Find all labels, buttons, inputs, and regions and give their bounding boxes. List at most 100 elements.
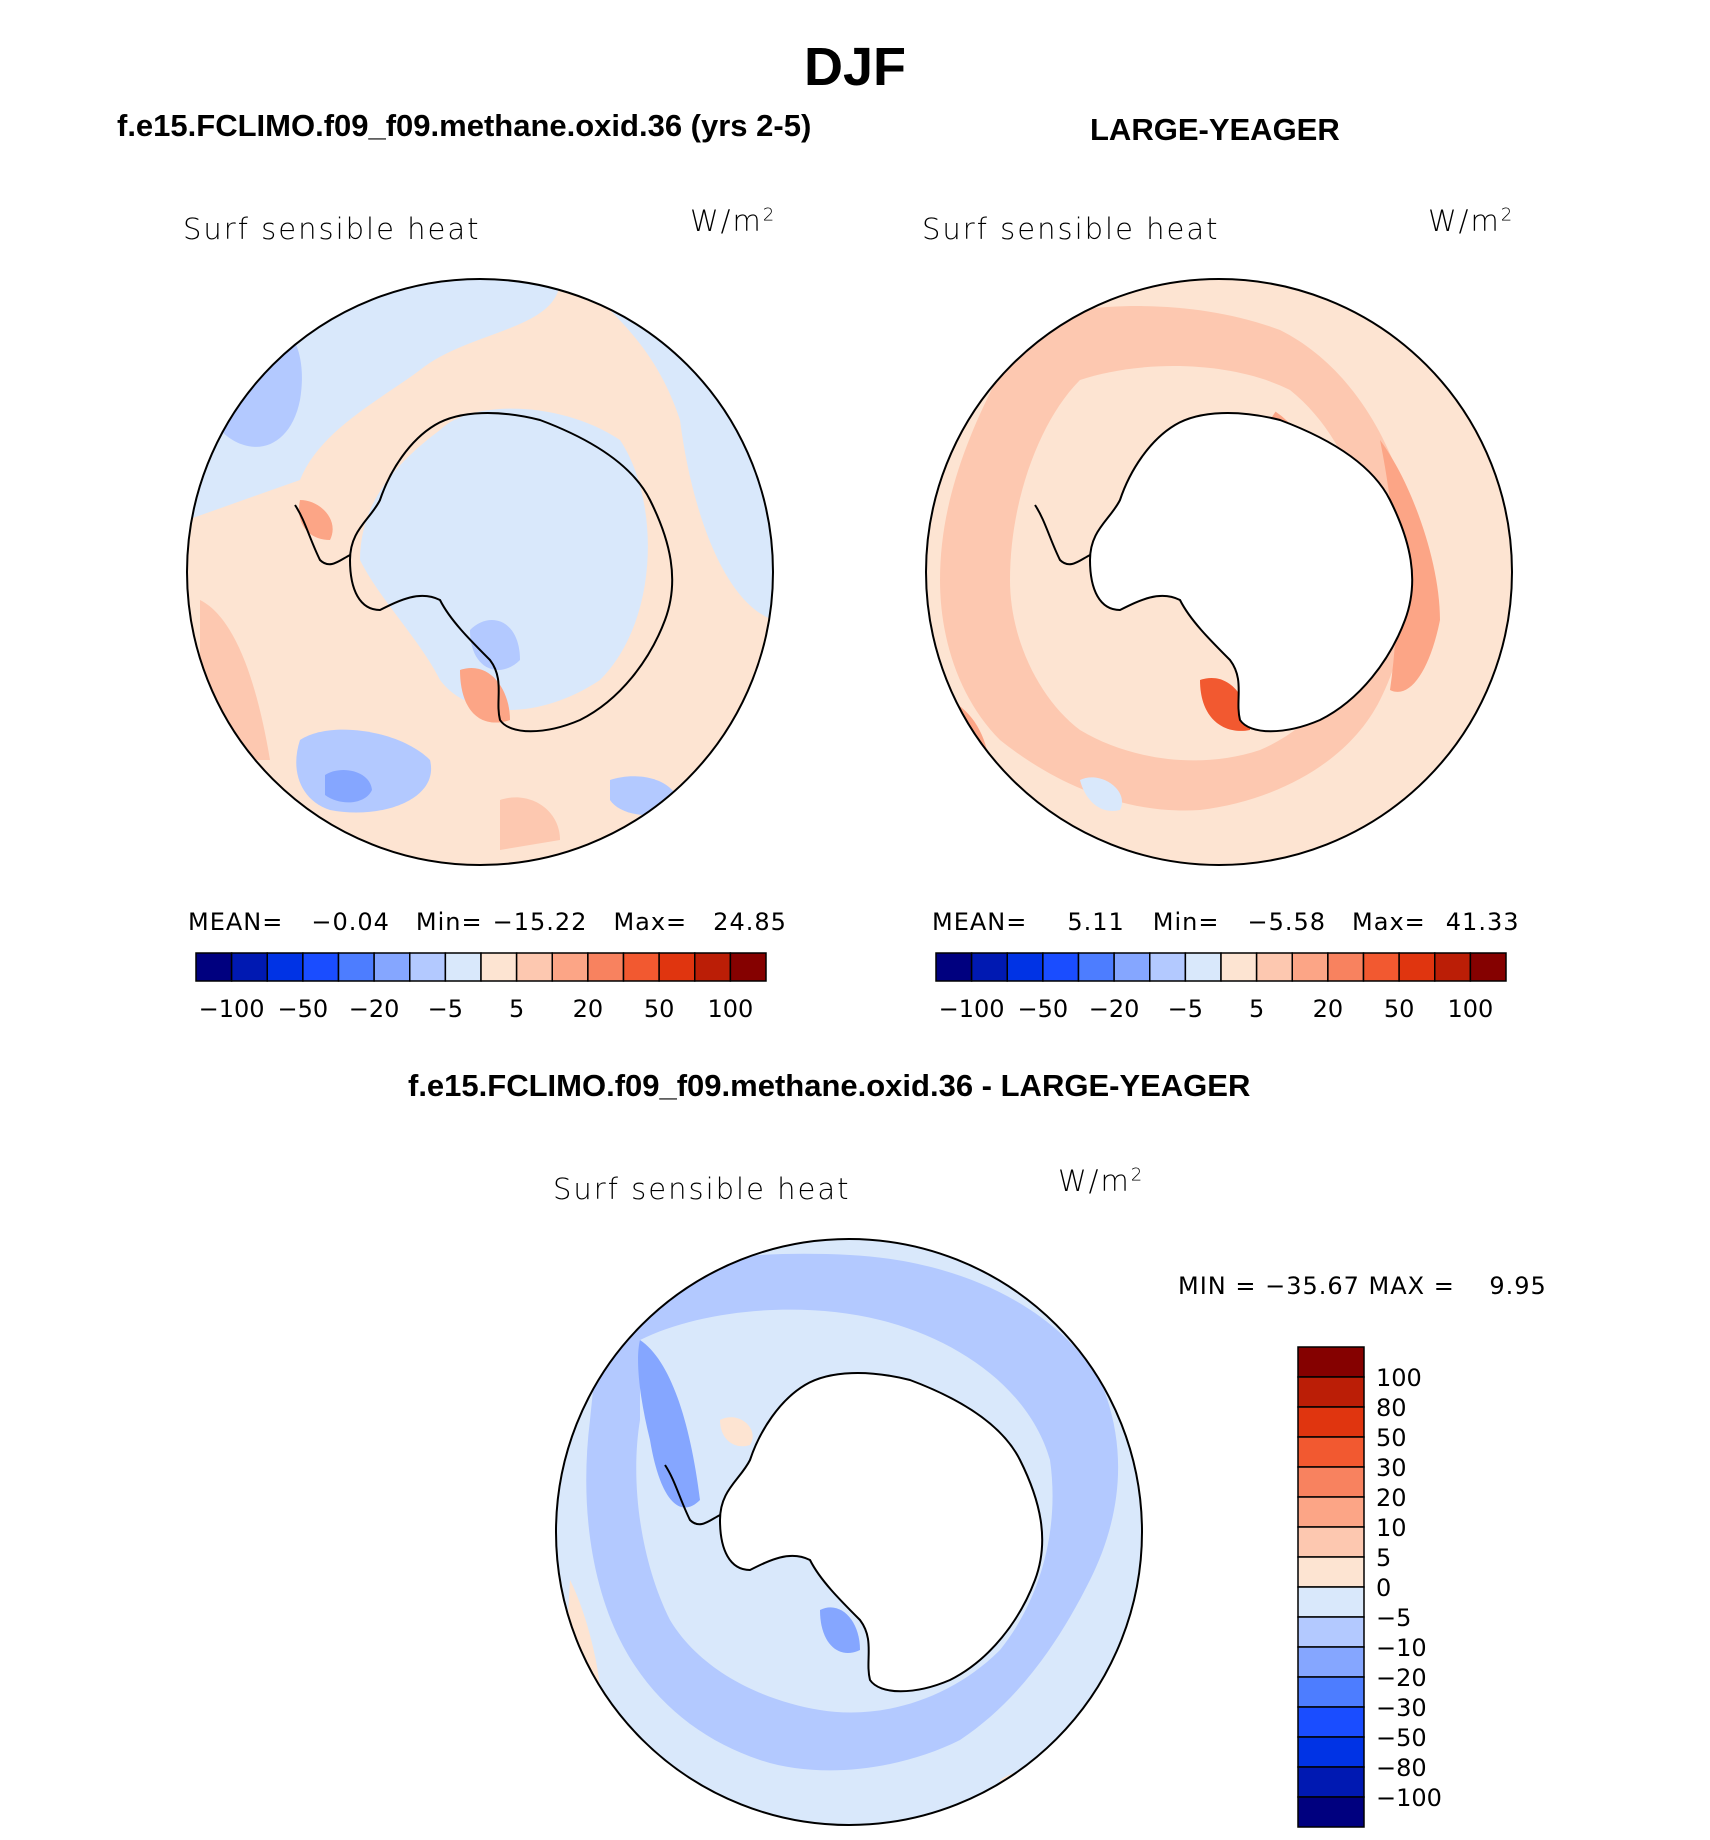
right-colorbar-tick-label: 20	[1313, 995, 1344, 1023]
right-colorbar-cell	[1220, 952, 1258, 982]
diff-variable-label: Surf sensible heat	[553, 1172, 851, 1206]
right-colorbar-cell	[1327, 952, 1365, 982]
right-colorbar-cell	[1042, 952, 1080, 982]
right-colorbar-cell	[1149, 952, 1187, 982]
diff-colorbar-cell	[1297, 1706, 1365, 1738]
right-colorbar-cell	[1077, 952, 1115, 982]
diff-colorbar-cell	[1297, 1616, 1365, 1648]
diff-colorbar-cell	[1297, 1436, 1365, 1468]
right-map-peninsula-coastline	[1034, 504, 1091, 566]
left-units-label: W/m2	[690, 204, 777, 238]
left-map-antarctic-field	[360, 408, 648, 710]
right-colorbar-cell	[1113, 952, 1151, 982]
diff-units-label: W/m2	[1058, 1164, 1145, 1198]
diff-colorbar-cell	[1297, 1766, 1365, 1798]
diff-colorbar-tick-label: −100	[1376, 1784, 1442, 1812]
right-map	[925, 278, 1513, 866]
left-colorbar-cell	[195, 952, 233, 982]
right-colorbar-cell	[970, 952, 1008, 982]
left-colorbar-cell	[266, 952, 304, 982]
diff-colorbar-cell	[1297, 1586, 1365, 1618]
left-map	[186, 278, 774, 866]
right-colorbar: −100 −50 −20 −5 5 20 50 100	[935, 952, 1507, 1023]
right-colorbar-tick-label: 5	[1249, 995, 1264, 1023]
left-colorbar-cell	[515, 952, 553, 982]
diff-colorbar-tick-label: 10	[1376, 1514, 1407, 1542]
left-map-coastline	[348, 412, 674, 733]
left-map-field-orange-patch-2	[500, 797, 560, 850]
diff-map-coastline	[718, 1372, 1044, 1693]
left-colorbar-tick-label: −100	[199, 995, 265, 1023]
right-colorbar-cell	[1434, 952, 1472, 982]
left-colorbar-cell	[729, 952, 767, 982]
diff-colorbar-tick-label: −5	[1376, 1604, 1411, 1632]
right-colorbar-tick-label: 50	[1384, 995, 1415, 1023]
right-units-label: W/m2	[1428, 204, 1515, 238]
right-colorbar-cell	[1184, 952, 1222, 982]
right-colorbar-cell	[1291, 952, 1329, 982]
left-colorbar-tick-label: 50	[644, 995, 675, 1023]
right-colorbar-tick-label: −50	[1018, 995, 1069, 1023]
right-colorbar-cell	[1469, 952, 1507, 982]
diff-colorbar-tick-label: −50	[1376, 1724, 1427, 1752]
diff-colorbar-cell	[1297, 1526, 1365, 1558]
left-colorbar-tick-label: 100	[707, 995, 753, 1023]
left-colorbar-cell	[622, 952, 660, 982]
diff-colorbar-tick-label: 80	[1376, 1394, 1407, 1422]
left-colorbar-cell	[587, 952, 625, 982]
diff-map-field-orange-patch-1	[720, 1417, 753, 1447]
left-colorbar-cell	[694, 952, 732, 982]
diff-colorbar-cell	[1297, 1736, 1365, 1768]
left-panel-title: f.e15.FCLIMO.f09_f09.methane.oxid.36 (yr…	[117, 108, 812, 143]
diff-colorbar-cell	[1297, 1556, 1365, 1588]
right-colorbar-tick-label: 100	[1447, 995, 1493, 1023]
diff-colorbar-tick-label: 0	[1376, 1574, 1391, 1602]
diff-map-field-blue-patch-1	[638, 1340, 700, 1508]
diff-map-border	[555, 1238, 1143, 1826]
left-colorbar-tick-label: 5	[509, 995, 524, 1023]
diff-colorbar-tick-label: 100	[1376, 1364, 1422, 1392]
left-map-field-blue-patch-3	[325, 770, 372, 803]
left-colorbar: −100 −50 −20 −5 5 20 50 100	[195, 952, 767, 1023]
diff-colorbar-cell	[1297, 1646, 1365, 1678]
diff-map-field-blue-patch-2	[820, 1607, 860, 1654]
left-map-field-blue-patch-1	[209, 314, 302, 447]
left-map-border	[186, 278, 774, 866]
left-colorbar-tick-label: 20	[573, 995, 604, 1023]
left-colorbar-cell	[302, 952, 340, 982]
left-colorbar-tick-label: −50	[278, 995, 329, 1023]
left-colorbar-tick-label: −20	[349, 995, 400, 1023]
figure-title: DJF	[803, 37, 906, 97]
left-colorbar-cell	[551, 952, 589, 982]
diff-colorbar-tick-label: −30	[1376, 1694, 1427, 1722]
left-colorbar-cell	[230, 952, 268, 982]
right-colorbar-tick-label: −20	[1089, 995, 1140, 1023]
left-stats: MEAN= −0.04 Min= −15.22 Max= 24.85	[188, 908, 787, 936]
left-map-field-blue-patch-5	[470, 620, 520, 670]
right-colorbar-tick-label: −5	[1168, 995, 1203, 1023]
right-map-field-red-patch	[1200, 678, 1250, 731]
diff-colorbar-cell	[1297, 1496, 1365, 1528]
left-colorbar-cell	[409, 952, 447, 982]
diff-colorbar-tick-label: −20	[1376, 1664, 1427, 1692]
diff-panel-title: f.e15.FCLIMO.f09_f09.methane.oxid.36 - L…	[408, 1068, 1251, 1103]
right-stats: MEAN= 5.11 Min= −5.58 Max= 41.33	[932, 908, 1520, 936]
diff-colorbar-tick-label: 30	[1376, 1454, 1407, 1482]
diff-colorbar-tick-label: 50	[1376, 1424, 1407, 1452]
left-colorbar-cell	[444, 952, 482, 982]
right-colorbar-cell	[1006, 952, 1044, 982]
right-colorbar-cell	[1255, 952, 1293, 982]
diff-colorbar-cell	[1297, 1376, 1365, 1408]
diff-colorbar-cell	[1297, 1346, 1365, 1378]
diff-map-peninsula-coastline	[664, 1464, 721, 1526]
diff-colorbar-tick-label: −10	[1376, 1634, 1427, 1662]
right-variable-label: Surf sensible heat	[922, 212, 1220, 246]
diff-colorbar-tick-label: −80	[1376, 1754, 1427, 1782]
diff-colorbar-tick-label: 20	[1376, 1484, 1407, 1512]
right-colorbar-tick-label: −100	[939, 995, 1005, 1023]
right-panel-title: LARGE-YEAGER	[1090, 112, 1340, 147]
diff-map	[555, 1238, 1143, 1826]
right-map-border	[925, 278, 1513, 866]
